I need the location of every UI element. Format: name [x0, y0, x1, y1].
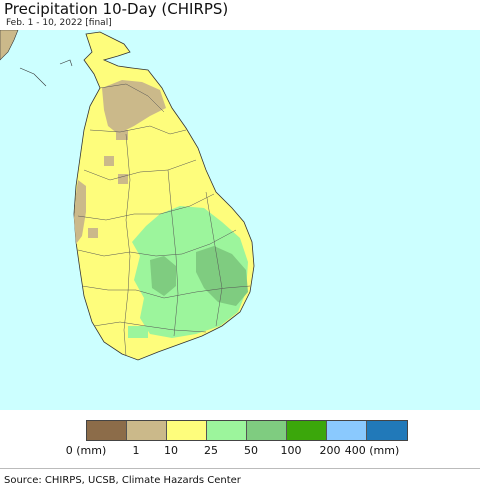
legend-tick-label: 50	[244, 444, 258, 457]
footer-divider	[0, 468, 480, 469]
dry-patch	[116, 130, 128, 140]
legend-swatch	[287, 421, 327, 440]
legend-swatch	[327, 421, 367, 440]
wet-zone-central	[150, 256, 176, 296]
legend-tick-label: 100	[280, 444, 302, 457]
legend-tick-label: 25	[204, 444, 218, 457]
islands	[19, 59, 73, 87]
dry-zone-west	[74, 180, 86, 244]
dry-patch	[104, 156, 114, 166]
district-boundaries	[77, 83, 251, 357]
legend-swatch	[127, 421, 167, 440]
legend-swatch	[207, 421, 247, 440]
dry-patch	[88, 228, 98, 238]
legend-tick-label: 10	[164, 444, 178, 457]
legend-swatch	[87, 421, 127, 440]
legend-swatch	[247, 421, 287, 440]
legend-tick-label: 200	[319, 444, 341, 457]
legend-swatch	[167, 421, 207, 440]
precipitation-map	[0, 30, 480, 410]
legend-tick-label: 400 (mm)	[344, 444, 400, 457]
wet-zone-east	[196, 246, 248, 306]
moderate-patch	[128, 326, 148, 338]
page-title: Precipitation 10-Day (CHIRPS)	[4, 0, 229, 18]
legend-tick-label: 1	[132, 444, 140, 457]
source-credit: Source: CHIRPS, UCSB, Climate Hazards Ce…	[4, 475, 241, 486]
dry-zone-north	[102, 80, 166, 134]
india-coast	[0, 30, 19, 61]
legend-swatch	[367, 421, 407, 440]
legend-tick-label: 0 (mm)	[65, 444, 107, 457]
legend-color-bar	[86, 420, 408, 441]
date-range: Feb. 1 - 10, 2022 [final]	[6, 18, 112, 28]
dry-patch	[118, 174, 128, 184]
